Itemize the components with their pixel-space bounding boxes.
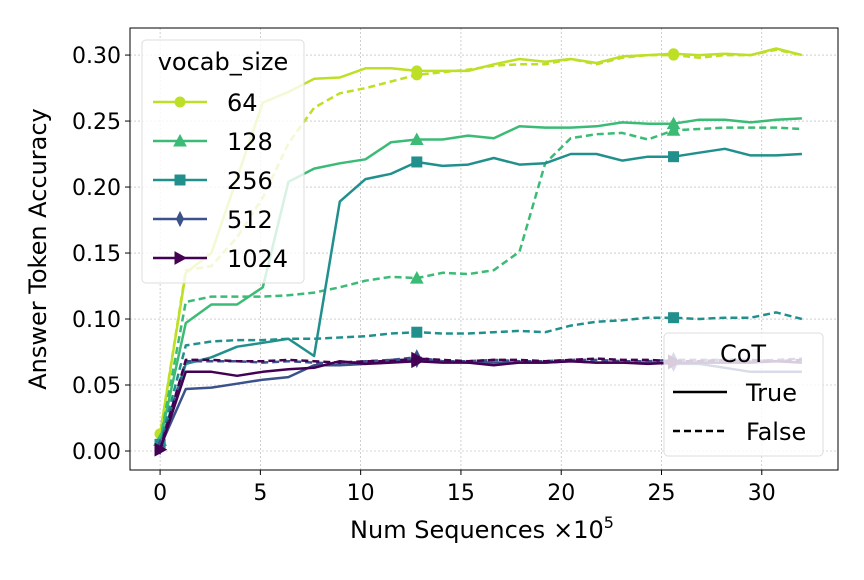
legend-cot-false-label: False [746, 418, 806, 446]
y-tick-label: 0.05 [72, 374, 121, 399]
y-tick-label: 0.30 [72, 44, 121, 69]
legend-vocab-title: vocab_size [158, 48, 289, 76]
ticks: 0 5 10 15 20 25 30 0.00 0.05 0.10 0.15 0.20 0.25 0.30 [72, 44, 776, 506]
x-tick-label: 5 [253, 481, 267, 506]
legend-marker [174, 251, 188, 265]
legend-marker [173, 133, 187, 147]
data-point-marker [668, 312, 680, 324]
legend-label: 256 [227, 167, 273, 195]
legend-cot: CoT True False [663, 332, 824, 457]
series-line [158, 311, 803, 445]
y-tick-label: 0.15 [72, 242, 121, 267]
legend-label: 128 [227, 128, 273, 156]
legend-entry-64: 64 [153, 89, 258, 117]
legend-entry-128: 128 [153, 128, 273, 156]
x-tick-label: 30 [748, 481, 776, 506]
legend-entry-512: 512 [153, 206, 273, 234]
data-point-marker [409, 271, 424, 284]
legend-marker [174, 174, 186, 186]
x-tick-label: 10 [347, 481, 375, 506]
data-point-marker [668, 49, 680, 61]
legend-marker [174, 96, 186, 108]
data-point-marker [154, 442, 168, 457]
y-tick-label: 0.10 [72, 308, 121, 333]
legend-label: 64 [227, 89, 258, 117]
legend-label: 1024 [227, 245, 288, 273]
legend-vocab-size: vocab_size 64 128 256 512 1024 [141, 39, 305, 284]
plot-frame [129, 27, 839, 471]
data-point-marker [668, 151, 680, 163]
legend-cot-title: CoT [720, 340, 766, 368]
legend-entry-256: 256 [153, 167, 273, 195]
x-tick-label: 25 [648, 481, 676, 506]
data-point-marker [409, 132, 424, 146]
y-tick-label: 0.25 [72, 110, 121, 135]
x-tick-label: 0 [153, 481, 167, 506]
y-axis-label: Answer Token Accuracy [24, 108, 52, 390]
data-point-marker [411, 351, 424, 366]
series-line [158, 357, 802, 451]
y-tick-label: 0.00 [72, 440, 121, 465]
legend-label: 512 [227, 206, 273, 234]
y-tick-label: 0.20 [72, 176, 121, 201]
x-tick-label: 20 [547, 481, 575, 506]
data-point-marker [411, 326, 423, 338]
data-point-marker [666, 123, 681, 136]
x-tick-label: 15 [447, 481, 475, 506]
x-axis-label: Num Sequences ×105 [350, 513, 614, 544]
legend-marker [175, 210, 185, 228]
data-point-marker [411, 69, 423, 81]
series-line [158, 147, 802, 445]
legend-entry-1024: 1024 [153, 245, 288, 273]
series-line [158, 126, 802, 441]
data-point-marker [411, 156, 423, 168]
legend-cot-true-label: True [745, 379, 797, 407]
x-axis-label-text: Num Sequences [350, 516, 545, 544]
x-axis-exponent: 5 [604, 513, 614, 532]
x-axis-multiplier: ×10 [553, 516, 604, 544]
